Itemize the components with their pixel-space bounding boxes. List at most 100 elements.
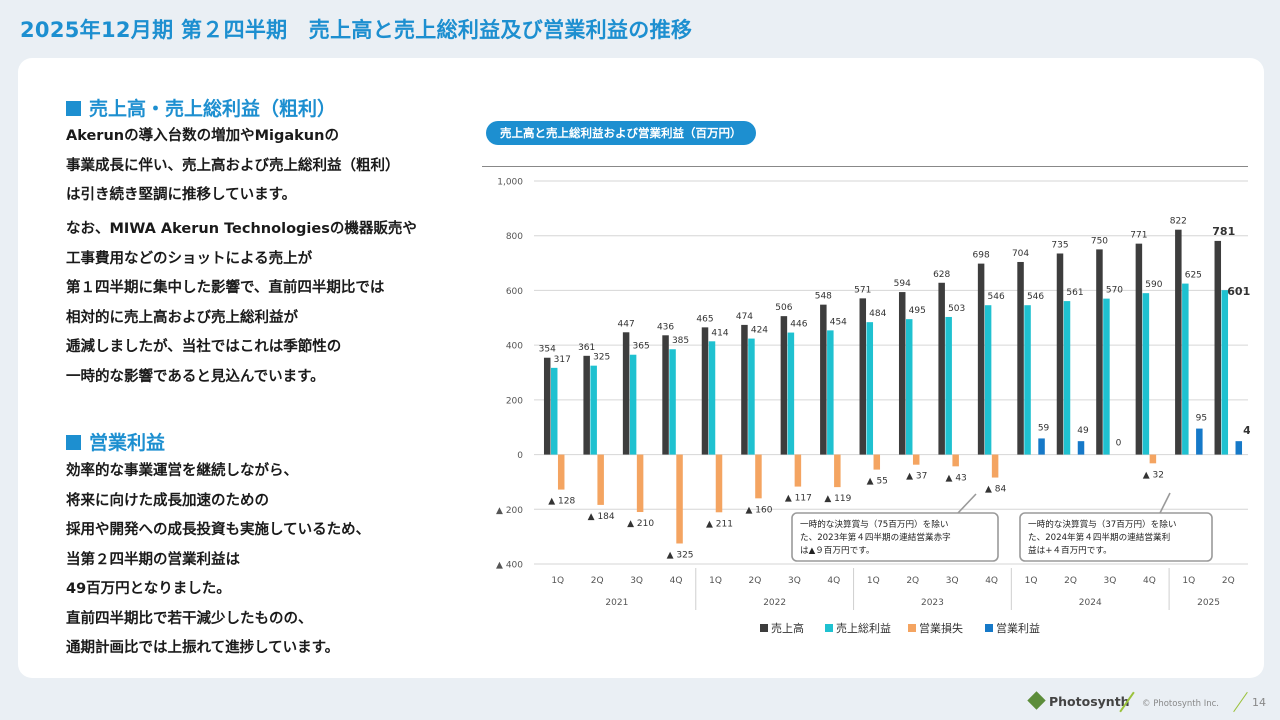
annotation-text: 一時的な決算賞与（75百万円）を除い [800,518,948,530]
bar-chart: 1,000 800 600 400 200 0 ▲ 200 ▲ 400 354 361 447 436… [496,178,1250,636]
bar-gross-profit [1142,293,1150,455]
x-tick-label: 2Q [749,576,762,586]
data-label: 325 [593,353,610,363]
data-label: 594 [894,279,911,289]
year-label: 2022 [763,598,786,608]
bar-gross-profit [1221,290,1229,455]
data-label: 354 [539,345,556,355]
data-label: 506 [775,303,792,313]
paragraph-line: 直前四半期比で若干減少したものの、 [66,610,313,627]
data-label: ▲ 211 [706,519,733,529]
data-label: 571 [854,285,871,295]
bar-gross-profit [905,319,913,455]
x-tick-label: 2Q [591,576,604,586]
data-label: 548 [815,292,832,302]
y-tick-label: 600 [506,287,523,297]
bar-operating-loss [597,454,604,505]
annotation-pointer [957,493,977,514]
data-label: 361 [578,343,595,353]
bar-sales [1214,240,1222,455]
bar-gross-profit [1063,301,1071,455]
x-tick-label: 1Q [709,576,722,586]
year-label: 2021 [605,598,628,608]
data-label: 49 [1243,424,1250,437]
bar-gross-profit [866,322,874,455]
legend-label: 売上総利益 [836,621,891,635]
bar-sales [1096,249,1103,455]
x-tick-label: 3Q [1104,576,1117,586]
paragraph-line: なお、MIWA Akerun Technologiesの機器販売や [66,221,417,237]
bar-gross-profit [590,365,597,455]
bar-gross-profit [827,330,834,455]
x-tick-label: 3Q [630,576,643,586]
y-tick-label: 1,000 [497,178,523,188]
legend-swatch [985,624,993,632]
data-label: 0 [1116,439,1122,449]
paragraph-line: 将来に向けた成長加速のための [66,492,269,509]
bar-operating-loss [1149,454,1157,464]
section-title-operating: 営業利益 [89,432,166,454]
data-label: 446 [790,320,807,330]
bar-sales [543,357,551,455]
bar-sales [1135,243,1143,455]
data-label: ▲ 119 [824,494,851,504]
chart-divider [482,166,1248,167]
bar-sales [977,263,985,455]
square-bullet-icon [66,101,81,116]
annotation-text: は▲９百万円です。 [800,545,875,556]
data-label: 628 [933,270,950,280]
data-label: ▲ 55 [867,477,888,487]
photosynth-logo-icon [1027,691,1046,710]
paragraph-line: 工事費用などのショットによる売上が [66,250,313,267]
sales-paragraph-2: なお、MIWA Akerun Technologiesの機器販売や 工事費用などの… [66,215,476,392]
legend-swatch [908,624,916,632]
bar-operating-profit [1235,441,1243,455]
data-label: 484 [869,309,886,319]
bar-operating-loss [715,454,723,513]
bar-operating-loss [873,454,881,470]
paragraph-line: 逓減しましたが、当社ではこれは季節性の [66,339,342,355]
x-tick-label: 4Q [827,576,840,586]
data-label: 436 [657,322,674,332]
x-tick-label: 1Q [867,576,880,586]
paragraph-line: 一時的な影響であると見込んでいます。 [66,368,325,385]
bar-gross-profit [984,305,992,455]
data-label: ▲ 32 [1143,470,1164,480]
data-label: ▲ 84 [985,485,1007,495]
bar-gross-profit [1182,283,1189,455]
section-title-sales: 売上高・売上総利益（粗利） [89,98,337,120]
legend-swatch [760,624,768,632]
x-tick-label: 4Q [985,576,998,586]
data-label: 474 [736,312,753,322]
paragraph-line: 事業成長に伴い、売上高および売上総利益（粗利） [66,157,400,174]
paragraph-line: 相対的に売上高および売上総利益が [66,309,298,326]
paragraph-line: は引き続き堅調に推移しています。 [66,187,297,203]
data-label: 590 [1145,280,1162,290]
data-label: 447 [618,319,635,329]
annotation-pointer [1159,492,1171,514]
footer-copyright: © Photosynth Inc. [1142,699,1219,709]
bar-operating-loss [912,454,920,465]
chart-title-pill: 売上高と売上総利益および営業利益（百万円） [486,121,756,145]
footer-brand: Photosynth [1049,694,1130,709]
legend-label: 営業損失 [919,621,963,635]
data-label: 546 [988,292,1005,302]
bar-gross-profit [945,316,952,455]
legend-swatch [825,624,833,632]
x-tick-label: 2Q [1222,576,1235,586]
x-tick-label: 2Q [1064,576,1077,586]
sales-paragraph-1: Akerunの導入台数の増加やMigakunの 事業成長に伴い、売上高および売上総… [66,122,476,211]
page-title: 2025年12月期 第２四半期 売上高と売上総利益及び営業利益の推移 [20,18,693,42]
data-label: 49 [1077,426,1089,436]
data-label: ▲ 325 [667,550,694,560]
data-label: 781 [1212,225,1235,238]
data-label: 503 [948,304,965,314]
paragraph-line: 第１四半期に集中した影響で、直前四半期比では [66,280,385,296]
bar-sales [938,282,945,455]
paragraph-line: 通期計画比では上振れて進捗しています。 [66,640,340,656]
paragraph-line: 効率的な事業運営を継続しながら、 [66,463,298,479]
x-tick-label: 1Q [1025,576,1038,586]
data-label: 317 [554,355,571,365]
paragraph-line: 当第２四半期の営業利益は [66,551,240,568]
data-label: 495 [909,306,926,316]
